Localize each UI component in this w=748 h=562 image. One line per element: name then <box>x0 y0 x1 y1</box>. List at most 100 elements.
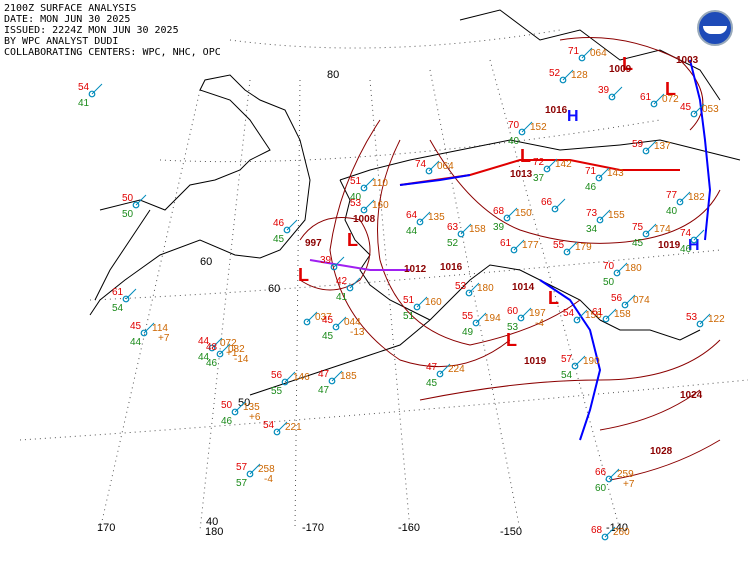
station-temperature: 61 <box>640 92 652 103</box>
station-plot: 52 128 <box>549 68 588 84</box>
station-pressure-tendency: -14 <box>234 354 249 365</box>
station-plot: 77 40 182 <box>666 190 705 217</box>
station-temperature: 64 <box>406 210 418 221</box>
station-plot: 45 44 114+7 <box>130 321 170 348</box>
wind-barb-icon <box>546 158 558 170</box>
wind-barb-icon <box>135 194 147 206</box>
lat-line-70 <box>159 119 661 163</box>
station-circle-icon <box>303 318 311 326</box>
station-pressure: 064 <box>590 48 607 59</box>
high-symbol-1016: H <box>567 108 579 125</box>
station-dewpoint: 41 <box>336 292 348 303</box>
wind-barb-icon <box>363 199 375 211</box>
station-circle-icon <box>330 263 338 271</box>
station-temperature: 61 <box>500 238 512 249</box>
station-temperature: 66 <box>541 197 553 208</box>
station-circle-icon <box>559 76 567 84</box>
station-temperature: 53 <box>686 312 698 323</box>
low-symbol-1019-south: L <box>506 330 517 350</box>
fronts <box>309 59 712 441</box>
station-temperature: 68 <box>493 206 505 217</box>
station-pressure: 158 <box>469 224 486 235</box>
station-pressure-tendency: +1 <box>226 348 238 359</box>
station-temperature: 56 <box>611 293 623 304</box>
station-dewpoint: 40 <box>666 206 678 217</box>
station-plot: 70 40 152 <box>508 120 547 147</box>
station-temperature: 74 <box>415 159 427 170</box>
station-dewpoint: 34 <box>586 224 598 235</box>
wind-barb-icon <box>468 282 480 294</box>
station-pressure: 114 <box>152 323 168 334</box>
pressure-label-1013: 1013 <box>510 169 533 180</box>
station-pressure: 174 <box>654 224 671 235</box>
header-analyst: BY WPC ANALYST DUDI <box>4 36 119 47</box>
station-temperature: 46 <box>273 218 285 229</box>
lon-line-180 <box>199 79 251 531</box>
station-dewpoint: 37 <box>533 173 545 184</box>
wind-barb-icon <box>576 309 588 321</box>
station-pressure-tendency: +7 <box>623 479 635 490</box>
station-pressure: 185 <box>340 371 357 382</box>
station-circle-icon <box>543 165 551 173</box>
station-dewpoint: 57 <box>236 478 248 489</box>
station-pressure: 128 <box>571 70 588 81</box>
low-symbol-997: L <box>298 265 309 285</box>
station-plot: 61 072 <box>640 92 679 108</box>
station-circle-icon <box>332 323 340 331</box>
station-pressure: 160 <box>425 297 442 308</box>
station-plot: 54 221 <box>263 420 302 436</box>
pressure-label-1003: 1003 <box>676 55 699 66</box>
wind-barb-icon <box>276 421 288 433</box>
station-circle-icon <box>283 226 291 234</box>
station-circle-icon <box>605 475 613 483</box>
station-temperature: 55 <box>462 311 474 322</box>
station-circle-icon <box>676 198 684 206</box>
lat-line-50 <box>19 379 748 441</box>
station-temperature: 77 <box>666 190 678 201</box>
station-plot: 74 064 <box>415 159 454 175</box>
isobar-1028 <box>609 439 721 481</box>
station-temperature: 57 <box>236 462 248 473</box>
wind-barb-icon <box>562 69 574 81</box>
station-dewpoint: 45 <box>632 238 644 249</box>
russia-coast <box>89 74 311 316</box>
station-plot: 51 40 110 <box>350 176 388 203</box>
station-circle-icon <box>690 236 698 244</box>
station-temperature: 55 <box>553 240 565 251</box>
station-dewpoint: 46 <box>680 244 692 255</box>
wind-barb-icon <box>624 294 636 306</box>
station-pressure: 135 <box>428 212 445 223</box>
station-circle-icon <box>132 201 140 209</box>
station-pressure-tendency: -4 <box>264 474 273 485</box>
station-plot: 47 45 224 <box>426 362 465 389</box>
station-circle-icon <box>413 303 421 311</box>
station-circle-icon <box>650 100 658 108</box>
wind-barb-icon <box>125 288 137 300</box>
isobars <box>299 37 721 481</box>
station-plot: 55 179 <box>553 240 592 256</box>
station-pressure: 180 <box>625 263 642 274</box>
lon-label-180: 180 <box>205 526 223 538</box>
station-temperature: 70 <box>603 261 615 272</box>
station-circle-icon <box>571 362 579 370</box>
lat-line-60 <box>89 249 721 301</box>
station-pressure: 053 <box>702 104 719 115</box>
station-circle-icon <box>510 246 518 254</box>
station-dewpoint: 60 <box>595 483 607 494</box>
low-symbol-1003: L <box>665 79 676 99</box>
station-circle-icon <box>642 230 650 238</box>
station-dewpoint: 52 <box>447 238 459 249</box>
coastlines <box>89 9 741 396</box>
station-circle-icon <box>578 54 586 62</box>
station-temperature: 68 <box>591 525 603 536</box>
wind-barb-icon <box>653 93 665 105</box>
wind-barb-icon <box>91 83 103 95</box>
cold-front-arctic <box>399 174 471 186</box>
station-pressure: 190 <box>583 356 600 367</box>
station-temperature: 53 <box>455 281 467 292</box>
